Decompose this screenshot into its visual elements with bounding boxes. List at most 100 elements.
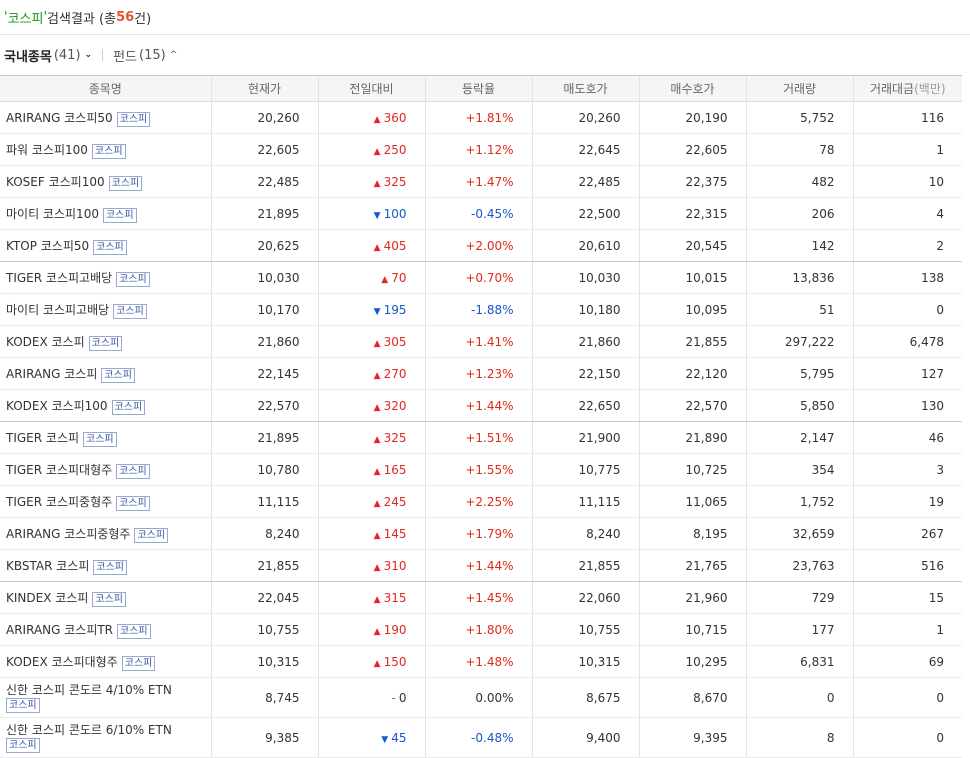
triangle-up-icon: ▲ xyxy=(373,658,381,669)
cell-ask: 22,645 xyxy=(531,133,639,166)
change-value: 0 xyxy=(398,690,407,705)
stock-name-link[interactable]: 파워 코스피100 xyxy=(6,142,88,157)
cell-change: ▲ 150 xyxy=(317,645,425,678)
table-row[interactable]: ARIRANG 코스피중형주 코스피 8,240 ▲ 145 +1.79% 8,240 8,1… xyxy=(0,517,962,550)
tab-bar: 국내종목 (41) ⌄ 펀드 (15) ^ xyxy=(0,35,970,75)
table-row[interactable]: TIGER 코스피중형주 코스피 11,115 ▲ 245 +2.25% 11,115 11,… xyxy=(0,485,962,518)
table-row[interactable]: 마이티 코스피100 코스피 21,895 ▼ 100 -0.45% 22,500 22,31… xyxy=(0,197,962,230)
stock-name-link[interactable]: KINDEX 코스피 xyxy=(6,590,89,605)
cell-volume: 142 xyxy=(745,229,853,262)
stock-name-link[interactable]: 마이티 코스피고배당 xyxy=(6,302,110,317)
stock-name-link[interactable]: TIGER 코스피중형주 xyxy=(6,494,113,509)
col-header-change[interactable]: 전일대비 xyxy=(317,75,425,102)
stock-name-link[interactable]: KODEX 코스피 xyxy=(6,334,85,349)
cell-ask: 10,180 xyxy=(531,293,639,326)
stock-name-link[interactable]: TIGER 코스피고배당 xyxy=(6,270,113,285)
table-row[interactable]: 마이티 코스피고배당 코스피 10,170 ▼ 195 -1.88% 10,180 10,09… xyxy=(0,293,962,326)
col-header-rate[interactable]: 등락율 xyxy=(424,75,532,102)
col-header-ask[interactable]: 매도호가 xyxy=(531,75,639,102)
table-row[interactable]: ARIRANG 코스피50 코스피 20,260 ▲ 360 +1.81% 20,260 20… xyxy=(0,101,962,134)
table-row[interactable]: TIGER 코스피대형주 코스피 10,780 ▲ 165 +1.55% 10,775 10,… xyxy=(0,453,962,486)
cell-name: 신한 코스피 콘도르 4/10% ETN 코스피 xyxy=(0,677,211,718)
stock-name-link[interactable]: KODEX 코스피100 xyxy=(6,398,108,413)
cell-change: ▲ 325 xyxy=(317,421,425,454)
cell-price: 10,030 xyxy=(210,261,318,294)
cell-amount: 0 xyxy=(852,293,962,326)
stock-name-link[interactable]: 마이티 코스피100 xyxy=(6,206,99,221)
cell-volume: 5,795 xyxy=(745,357,853,390)
tab-domestic-stocks[interactable]: 국내종목 (41) ⌄ xyxy=(4,46,92,65)
stock-name-link[interactable]: KTOP 코스피50 xyxy=(6,238,90,253)
stock-name-link[interactable]: ARIRANG 코스피중형주 xyxy=(6,526,131,541)
cell-amount: 3 xyxy=(852,453,962,486)
stock-name-link[interactable]: TIGER 코스피 xyxy=(6,430,80,445)
cell-ask: 21,855 xyxy=(531,549,639,582)
stock-name-link[interactable]: 신한 코스피 콘도르 4/10% ETN xyxy=(6,682,172,697)
table-row[interactable]: KINDEX 코스피 코스피 22,045 ▲ 315 +1.45% 22,060 21,96… xyxy=(0,581,962,614)
cell-rate: +0.70% xyxy=(424,261,532,294)
table-row[interactable]: 신한 코스피 콘도르 6/10% ETN 코스피 9,385 ▼ 45 -0.48% 9,4… xyxy=(0,717,962,758)
table-row[interactable]: 파워 코스피100 코스피 22,605 ▲ 250 +1.12% 22,645 22,605… xyxy=(0,133,962,166)
col-header-bid[interactable]: 매수호가 xyxy=(638,75,746,102)
stock-name-link[interactable]: KBSTAR 코스피 xyxy=(6,558,90,573)
table-row[interactable]: 신한 코스피 콘도르 4/10% ETN 코스피 8,745-0 0.00% 8,675… xyxy=(0,677,962,718)
stock-name-link[interactable]: 신한 코스피 콘도르 6/10% ETN xyxy=(6,722,172,737)
count-suffix: 건) xyxy=(134,11,152,27)
table-row[interactable]: KODEX 코스피 코스피 21,860 ▲ 305 +1.41% 21,860 21,855… xyxy=(0,325,962,358)
col-header-volume[interactable]: 거래량 xyxy=(745,75,853,102)
triangle-down-icon: ▼ xyxy=(381,734,389,745)
change-value: 145 xyxy=(383,526,407,541)
change-value: 190 xyxy=(383,622,407,637)
cell-name: KTOP 코스피50 코스피 xyxy=(0,229,211,262)
cell-volume: 23,763 xyxy=(745,549,853,582)
table-row[interactable]: KTOP 코스피50 코스피 20,625 ▲ 405 +2.00% 20,610 20,54… xyxy=(0,229,962,262)
table-header-row: 종목명 현재가 전일대비 등락율 매도호가 매수호가 거래량 거래대금(백만) xyxy=(0,75,962,102)
change-value: 315 xyxy=(383,590,407,605)
search-query: 코스피 xyxy=(7,11,44,27)
cell-amount: 116 xyxy=(852,101,962,134)
tab-funds[interactable]: 펀드 (15) ^ xyxy=(113,46,177,65)
table-row[interactable]: TIGER 코스피고배당 코스피 10,030 ▲ 70 +0.70% 10,030 10,0… xyxy=(0,261,962,294)
cell-ask: 21,860 xyxy=(531,325,639,358)
cell-bid: 10,725 xyxy=(638,453,746,486)
stock-name-link[interactable]: ARIRANG 코스피50 xyxy=(6,110,113,125)
cell-rate: -0.45% xyxy=(424,197,532,230)
col-header-name[interactable]: 종목명 xyxy=(0,75,211,102)
table-row[interactable]: KOSEF 코스피100 코스피 22,485 ▲ 325 +1.47% 22,485 22,… xyxy=(0,165,962,198)
stock-name-link[interactable]: KODEX 코스피대형주 xyxy=(6,654,118,669)
cell-volume: 354 xyxy=(745,453,853,486)
cell-volume: 6,831 xyxy=(745,645,853,678)
col-header-amount[interactable]: 거래대금(백만) xyxy=(852,75,962,102)
cell-rate: +1.47% xyxy=(424,165,532,198)
cell-volume: 729 xyxy=(745,581,853,614)
cell-ask: 22,485 xyxy=(531,165,639,198)
table-row[interactable]: KODEX 코스피100 코스피 22,570 ▲ 320 +1.44% 22,650 22,… xyxy=(0,389,962,422)
cell-bid: 10,295 xyxy=(638,645,746,678)
stock-name-link[interactable]: TIGER 코스피대형주 xyxy=(6,462,113,477)
cell-bid: 21,960 xyxy=(638,581,746,614)
table-row[interactable]: KBSTAR 코스피 코스피 21,855 ▲ 310 +1.44% 21,855 21,76… xyxy=(0,549,962,582)
stock-name-link[interactable]: ARIRANG 코스피TR xyxy=(6,622,114,637)
table-row[interactable]: KODEX 코스피대형주 코스피 10,315 ▲ 150 +1.48% 10,315 10,… xyxy=(0,645,962,678)
cell-bid: 22,570 xyxy=(638,389,746,422)
table-row[interactable]: ARIRANG 코스피TR 코스피 10,755 ▲ 190 +1.80% 10,755 10… xyxy=(0,613,962,646)
cell-bid: 8,195 xyxy=(638,517,746,550)
stock-name-link[interactable]: ARIRANG 코스피 xyxy=(6,366,98,381)
cell-bid: 8,670 xyxy=(638,677,746,718)
table-row[interactable]: ARIRANG 코스피 코스피 22,145 ▲ 270 +1.23% 22,150 22,1… xyxy=(0,357,962,390)
cell-rate: -0.48% xyxy=(424,717,532,758)
triangle-up-icon: ▲ xyxy=(373,498,381,509)
col-header-amount-unit: (백만) xyxy=(914,82,946,96)
col-header-price[interactable]: 현재가 xyxy=(210,75,318,102)
cell-amount: 4 xyxy=(852,197,962,230)
cell-amount: 1 xyxy=(852,613,962,646)
triangle-up-icon: ▲ xyxy=(373,338,381,349)
cell-amount: 0 xyxy=(852,717,962,758)
table-row[interactable]: TIGER 코스피 코스피 21,895 ▲ 325 +1.51% 21,900 21,890… xyxy=(0,421,962,454)
market-badge: 코스피 xyxy=(83,431,117,447)
triangle-up-icon: ▲ xyxy=(373,434,381,445)
stock-name-link[interactable]: KOSEF 코스피100 xyxy=(6,174,105,189)
cell-amount: 15 xyxy=(852,581,962,614)
cell-rate: +1.12% xyxy=(424,133,532,166)
cell-price: 10,315 xyxy=(210,645,318,678)
